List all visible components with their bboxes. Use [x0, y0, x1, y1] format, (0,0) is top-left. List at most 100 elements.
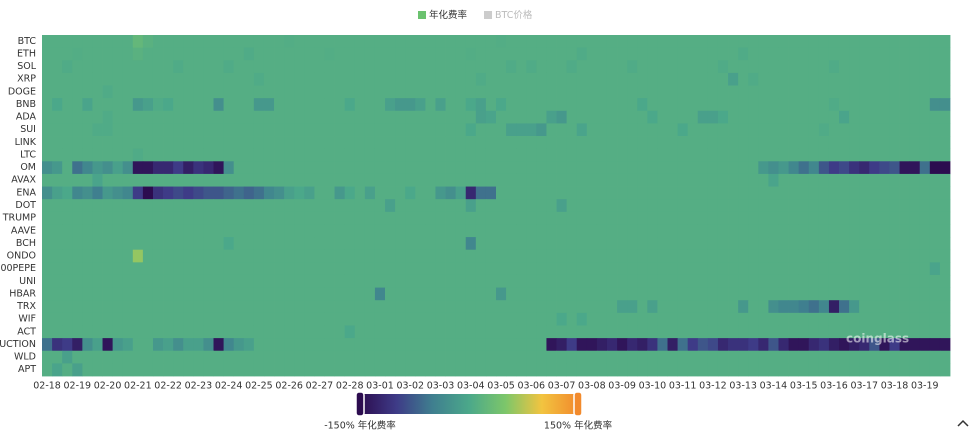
heatmap-cell	[859, 110, 870, 124]
heatmap-cell	[52, 224, 63, 238]
heatmap-cell	[657, 211, 668, 225]
heatmap-cell	[657, 312, 668, 326]
heatmap-cell	[939, 338, 951, 352]
heatmap-cell	[475, 186, 487, 200]
heatmap-cell	[253, 224, 265, 238]
heatmap-cell	[385, 110, 396, 124]
heatmap-cell	[82, 60, 93, 74]
heatmap-cell	[849, 262, 860, 276]
heatmap-cell	[707, 173, 719, 187]
heatmap-cell	[183, 98, 194, 112]
heatmap-cell	[798, 47, 810, 61]
y-tick-label: BNB	[16, 99, 36, 110]
heatmap-cell	[586, 72, 598, 86]
heatmap-cell	[72, 224, 83, 238]
heatmap-cell	[899, 338, 911, 352]
heatmap-cell	[506, 287, 517, 301]
heatmap-cell	[717, 136, 729, 150]
heatmap-cell	[849, 211, 860, 225]
heatmap-cell	[546, 199, 557, 213]
heatmap-cell	[142, 249, 154, 263]
heatmap-cell	[526, 249, 537, 263]
heatmap-cell	[929, 47, 941, 61]
heatmap-cell	[586, 211, 598, 225]
heatmap-cell	[778, 300, 789, 314]
heatmap-cell	[516, 136, 527, 150]
heatmap-cell	[728, 85, 739, 99]
heatmap-cell	[879, 224, 890, 238]
heatmap-cell	[647, 136, 658, 150]
heatmap-cell	[193, 363, 204, 377]
heatmap-cell	[314, 148, 325, 162]
heatmap-cell	[606, 35, 618, 49]
heatmap-cell	[415, 148, 426, 162]
heatmap-cell	[193, 199, 204, 213]
heatmap-cell	[485, 249, 497, 263]
heatmap-cell	[728, 199, 739, 213]
heatmap-cell	[425, 363, 436, 377]
heatmap-cell	[849, 350, 860, 364]
heatmap-cell	[425, 136, 436, 150]
heatmap-cell	[152, 98, 164, 112]
heatmap-cell	[203, 211, 214, 225]
heatmap-cell	[445, 237, 457, 251]
heatmap-cell	[42, 136, 53, 150]
heatmap-cell	[687, 35, 699, 49]
heatmap-cell	[798, 136, 810, 150]
heatmap-cell	[596, 98, 608, 112]
color-scale-handle[interactable]	[355, 391, 365, 417]
heatmap-cell	[364, 186, 376, 200]
scroll-top-icon[interactable]	[957, 419, 969, 427]
heatmap-cell	[152, 338, 164, 352]
y-tick-label: WLD	[14, 352, 36, 363]
heatmap-cell	[334, 312, 346, 326]
heatmap-cell	[364, 350, 376, 364]
heatmap-cell	[62, 274, 73, 288]
heatmap-cell	[455, 338, 467, 352]
heatmap-cell	[818, 249, 830, 263]
heatmap-cell	[173, 60, 184, 74]
heatmap-cell	[909, 287, 921, 301]
heatmap-cell	[294, 350, 305, 364]
heatmap-cell	[385, 300, 396, 314]
heatmap-cell	[455, 199, 467, 213]
heatmap-cell	[213, 199, 224, 213]
heatmap-cell	[566, 85, 578, 99]
heatmap-cell	[637, 173, 648, 187]
heatmap-cell	[889, 338, 900, 352]
heatmap-cell	[122, 237, 134, 251]
heatmap-cell	[102, 72, 114, 86]
y-tick-label: DOT	[15, 200, 36, 211]
heatmap-cell	[485, 60, 497, 74]
color-scale-handle[interactable]	[573, 391, 583, 417]
heatmap-cell	[324, 72, 335, 86]
heatmap-cell	[203, 60, 214, 74]
heatmap-cell	[223, 199, 235, 213]
heatmap-cell	[223, 274, 235, 288]
heatmap-cell	[163, 123, 174, 137]
y-tick-label: SUI	[20, 124, 36, 135]
heatmap-cell	[304, 237, 315, 251]
scroll-top-button[interactable]	[957, 419, 969, 427]
heatmap-cell	[122, 300, 134, 314]
heatmap-cell	[465, 173, 477, 187]
heatmap-cell	[748, 123, 759, 137]
heatmap-cell	[274, 161, 285, 175]
heatmap-cell	[687, 300, 699, 314]
heatmap-cell	[42, 237, 53, 251]
heatmap-cell	[818, 312, 830, 326]
heatmap-cell	[364, 211, 376, 225]
x-tick-label: 03-19	[911, 381, 939, 392]
heatmap-cell	[334, 350, 346, 364]
heatmap-cell	[395, 186, 406, 200]
heatmap-cell	[223, 237, 235, 251]
heatmap-cell	[314, 35, 325, 49]
heatmap-cell	[808, 161, 820, 175]
heatmap-cell	[354, 136, 366, 150]
heatmap-cell	[506, 186, 517, 200]
heatmap-cell	[566, 350, 578, 364]
heatmap-cell	[496, 325, 507, 339]
heatmap-cell	[72, 72, 83, 86]
heatmap-cell	[294, 60, 305, 74]
heatmap-cell	[798, 72, 810, 86]
